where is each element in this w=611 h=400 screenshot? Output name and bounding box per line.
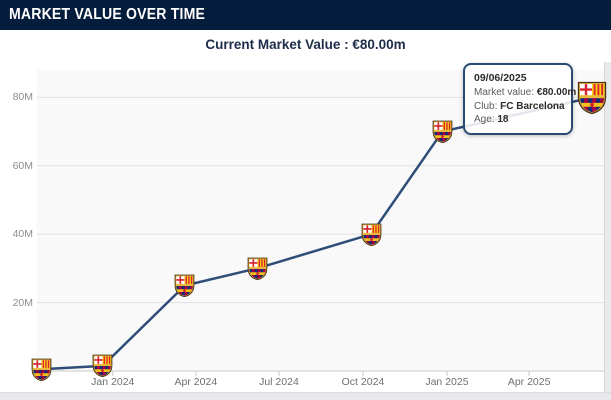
barcelona-crest-icon data-point[interactable] bbox=[92, 354, 113, 378]
chart-canvas bbox=[37, 70, 604, 376]
x-axis-label: Oct 2024 bbox=[341, 376, 385, 388]
widget-header: MARKET VALUE OVER TIME bbox=[0, 0, 611, 30]
y-axis-label: 80M bbox=[12, 91, 33, 104]
tooltip-age-label: Age: bbox=[474, 114, 495, 125]
y-axis-label: 60M bbox=[12, 159, 33, 172]
x-axis-label: Apr 2025 bbox=[507, 376, 551, 388]
x-axis-label: Jan 2025 bbox=[425, 376, 469, 388]
tooltip-market-value-value: €80.00m bbox=[536, 87, 577, 98]
footer-strip bbox=[0, 392, 611, 400]
barcelona-crest-icon data-point[interactable] bbox=[174, 274, 195, 297]
barcelona-crest-icon data-point[interactable] bbox=[31, 358, 52, 381]
y-axis-label: 20M bbox=[12, 296, 33, 309]
barcelona-crest-icon data-point[interactable] bbox=[432, 120, 453, 144]
market-value-chart[interactable]: 20M 40M 60M 80M Jan 2024 Apr 2024 Jul 2024 Oct… bbox=[0, 58, 611, 392]
tooltip-age: Age: 18 bbox=[474, 113, 562, 127]
widget-title: MARKET VALUE OVER TIME bbox=[9, 6, 206, 23]
barcelona-crest-icon data-point-selected[interactable] bbox=[577, 81, 607, 114]
x-axis-label: Jul 2024 bbox=[259, 376, 299, 388]
tooltip-market-value: Market value: €80.00m bbox=[474, 86, 576, 100]
current-market-value-text: Current Market Value : €80.00m bbox=[205, 37, 406, 52]
tooltip: 09/06/2025 Market value: €80.00m Club: F… bbox=[463, 63, 576, 135]
tooltip-club-value: FC Barcelona bbox=[500, 100, 565, 112]
y-axis-label: 40M bbox=[12, 228, 33, 241]
tooltip-age-value: 18 bbox=[497, 114, 509, 125]
tooltip-date: 09/06/2025 bbox=[474, 72, 527, 84]
tooltip-club: Club: FC Barcelona bbox=[474, 100, 565, 114]
x-axis-label: Apr 2024 bbox=[174, 376, 218, 388]
right-scroll-strip bbox=[604, 62, 611, 392]
x-axis-label: Jan 2024 bbox=[91, 376, 135, 388]
tooltip-market-value-label: Market value: bbox=[474, 87, 535, 98]
tooltip-club-label: Club: bbox=[474, 100, 498, 112]
barcelona-crest-icon data-point[interactable] bbox=[361, 223, 382, 246]
barcelona-crest-icon data-point[interactable] bbox=[247, 257, 268, 280]
